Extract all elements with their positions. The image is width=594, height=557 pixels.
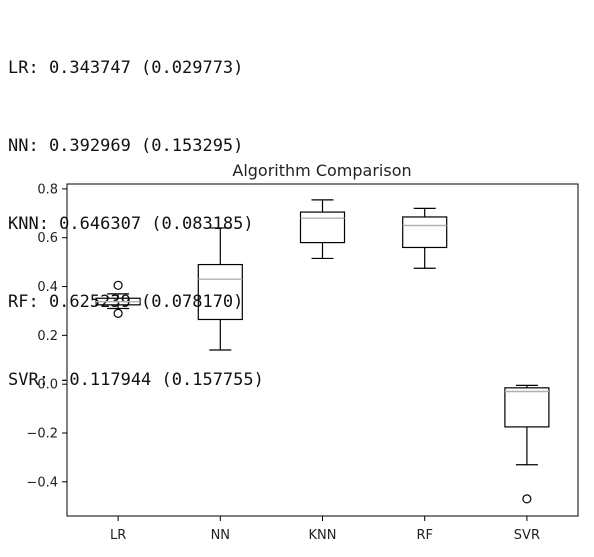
console-output: LR: 0.343747 (0.029773) NN: 0.392969 (0.… (8, 3, 264, 419)
x-tick-label: RF (416, 528, 433, 543)
boxes-group (95, 199, 550, 504)
y-axis: 0.8 0.6 0.4 0.2 0.0 −0.2 −0.4 (26, 182, 67, 490)
console-line-knn: KNN: 0.646307 (0.083185) (8, 214, 254, 234)
box-body (402, 216, 448, 249)
x-tick-label: NN (211, 528, 230, 543)
y-tick-label: 0.4 (37, 280, 58, 295)
plot-area-frame (66, 183, 579, 517)
outlier-point (522, 494, 532, 504)
y-tick-label: −0.4 (26, 475, 58, 490)
console-line-nn: NN: 0.392969 (0.153295) (8, 136, 244, 156)
y-tick-label: 0.8 (37, 182, 58, 197)
y-tick-label: 0.6 (37, 231, 58, 246)
console-line-rf: RF: 0.625239 (0.078170) (8, 292, 244, 312)
console-line-svr: SVR: -0.117944 (0.157755) (8, 370, 264, 390)
box-nn (197, 227, 243, 351)
y-tick-label: 0.2 (37, 329, 58, 344)
box-body (504, 387, 550, 428)
box-svr (504, 384, 550, 504)
outlier-point (113, 308, 123, 318)
box-body (299, 211, 346, 244)
x-axis: LR NN KNN RF SVR (110, 516, 540, 543)
box-lr (95, 280, 141, 318)
x-tick-label: KNN (309, 528, 337, 543)
x-tick-label: LR (110, 528, 126, 543)
box-rf (402, 207, 448, 269)
y-tick-label: −0.2 (26, 427, 58, 442)
y-tick-label: 0.0 (37, 378, 58, 393)
x-tick-label: SVR (514, 528, 540, 543)
box-body (197, 263, 243, 321)
outlier-point (113, 280, 123, 290)
console-line-lr: LR: 0.343747 (0.029773) (8, 58, 244, 78)
box-knn (299, 199, 346, 260)
chart-title: Algorithm Comparison (232, 161, 411, 180)
